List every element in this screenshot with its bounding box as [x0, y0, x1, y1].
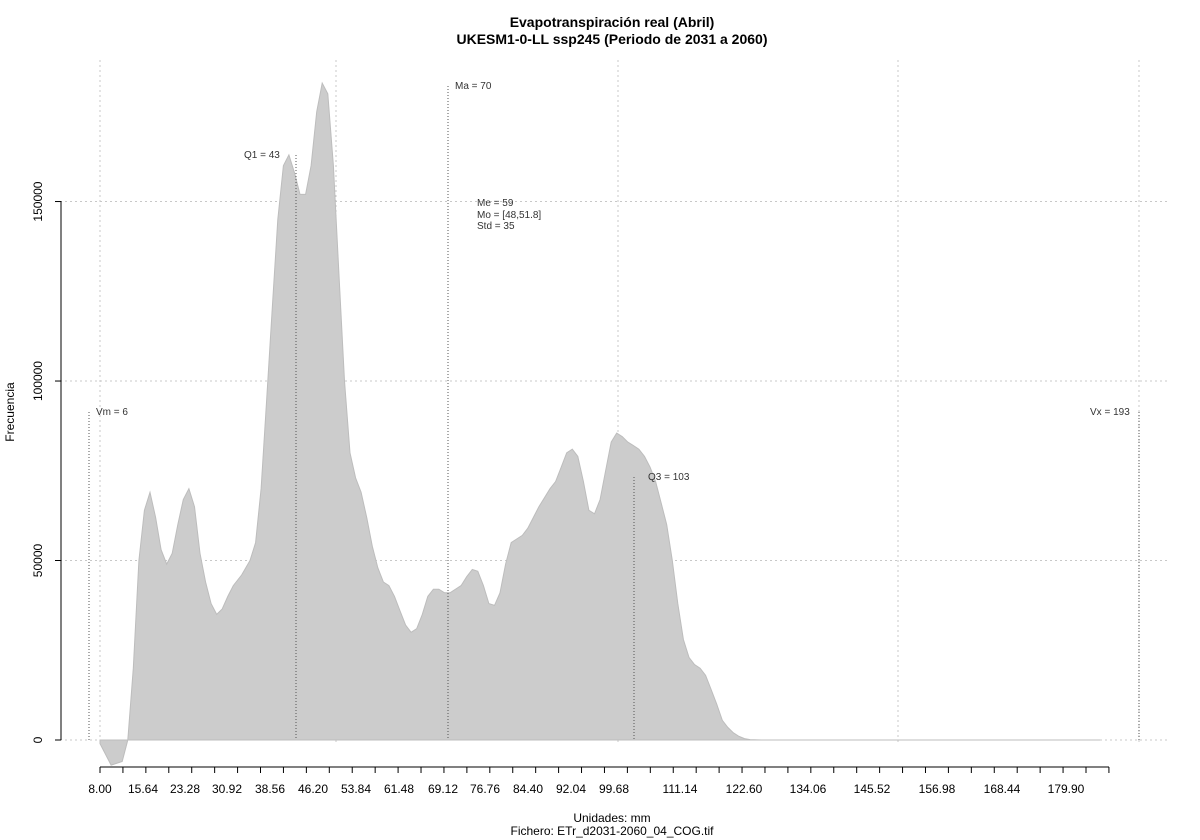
annotation-me: Me = 59 [477, 198, 514, 209]
x-tick-label: 84.40 [513, 782, 543, 796]
axis-layer: 8.00 15.64 23.28 30.92 38.56 46.20 53.84 61.48 6… [31, 181, 1110, 796]
annotation-q1: Q1 = 43 [244, 150, 280, 161]
x-tick-label: 156.98 [919, 782, 956, 796]
x-tick-label: 76.76 [470, 782, 500, 796]
area-layer [99, 81, 1101, 766]
x-tick-label: 179.90 [1048, 782, 1085, 796]
annotation-q3: Q3 = 103 [648, 472, 690, 483]
x-tick-label: 92.04 [556, 782, 586, 796]
annotation-vx: Vx = 193 [1090, 407, 1130, 418]
y-tick-label: 0 [31, 736, 45, 743]
x-axis-label: Unidades: mm [573, 811, 650, 825]
x-tick-label: 8.00 [88, 782, 112, 796]
x-tick-label: 38.56 [255, 782, 285, 796]
y-tick-label: 150000 [31, 181, 45, 221]
annotation-std: Std = 35 [477, 221, 515, 232]
y-axis-label: Frecuencia [3, 382, 17, 442]
x-tick-label: 122.60 [726, 782, 763, 796]
x-tick-label: 61.48 [384, 782, 414, 796]
annotation-vm: Vm = 6 [96, 407, 128, 418]
x-tick-label: 145.52 [854, 782, 891, 796]
x-tick-label: 15.64 [128, 782, 158, 796]
chart-title: Evapotranspiración real (Abril) [510, 14, 715, 30]
chart-subtitle: UKESM1-0-LL ssp245 (Periodo de 2031 a 20… [457, 31, 768, 47]
x-tick-label: 69.12 [428, 782, 458, 796]
x-tick-label: 134.06 [790, 782, 827, 796]
annotation-mo: Mo = [48,51.8] [477, 210, 541, 221]
marker-layer [88, 86, 1140, 740]
x-tick-label: 111.14 [663, 782, 698, 796]
annotation-ma: Ma = 70 [455, 81, 492, 92]
x-tick-label: 23.28 [170, 782, 200, 796]
y-tick-label: 50000 [31, 544, 45, 578]
y-tick-label: 100000 [31, 361, 45, 401]
x-tick-label: 53.84 [341, 782, 371, 796]
x-tick-label: 168.44 [984, 782, 1021, 796]
footer-filename: Fichero: ETr_d2031-2060_04_COG.tif [511, 824, 715, 838]
density-area [99, 81, 1101, 766]
x-tick-label: 99.68 [599, 782, 629, 796]
x-tick-label: 46.20 [298, 782, 328, 796]
x-tick-label: 30.92 [212, 782, 242, 796]
